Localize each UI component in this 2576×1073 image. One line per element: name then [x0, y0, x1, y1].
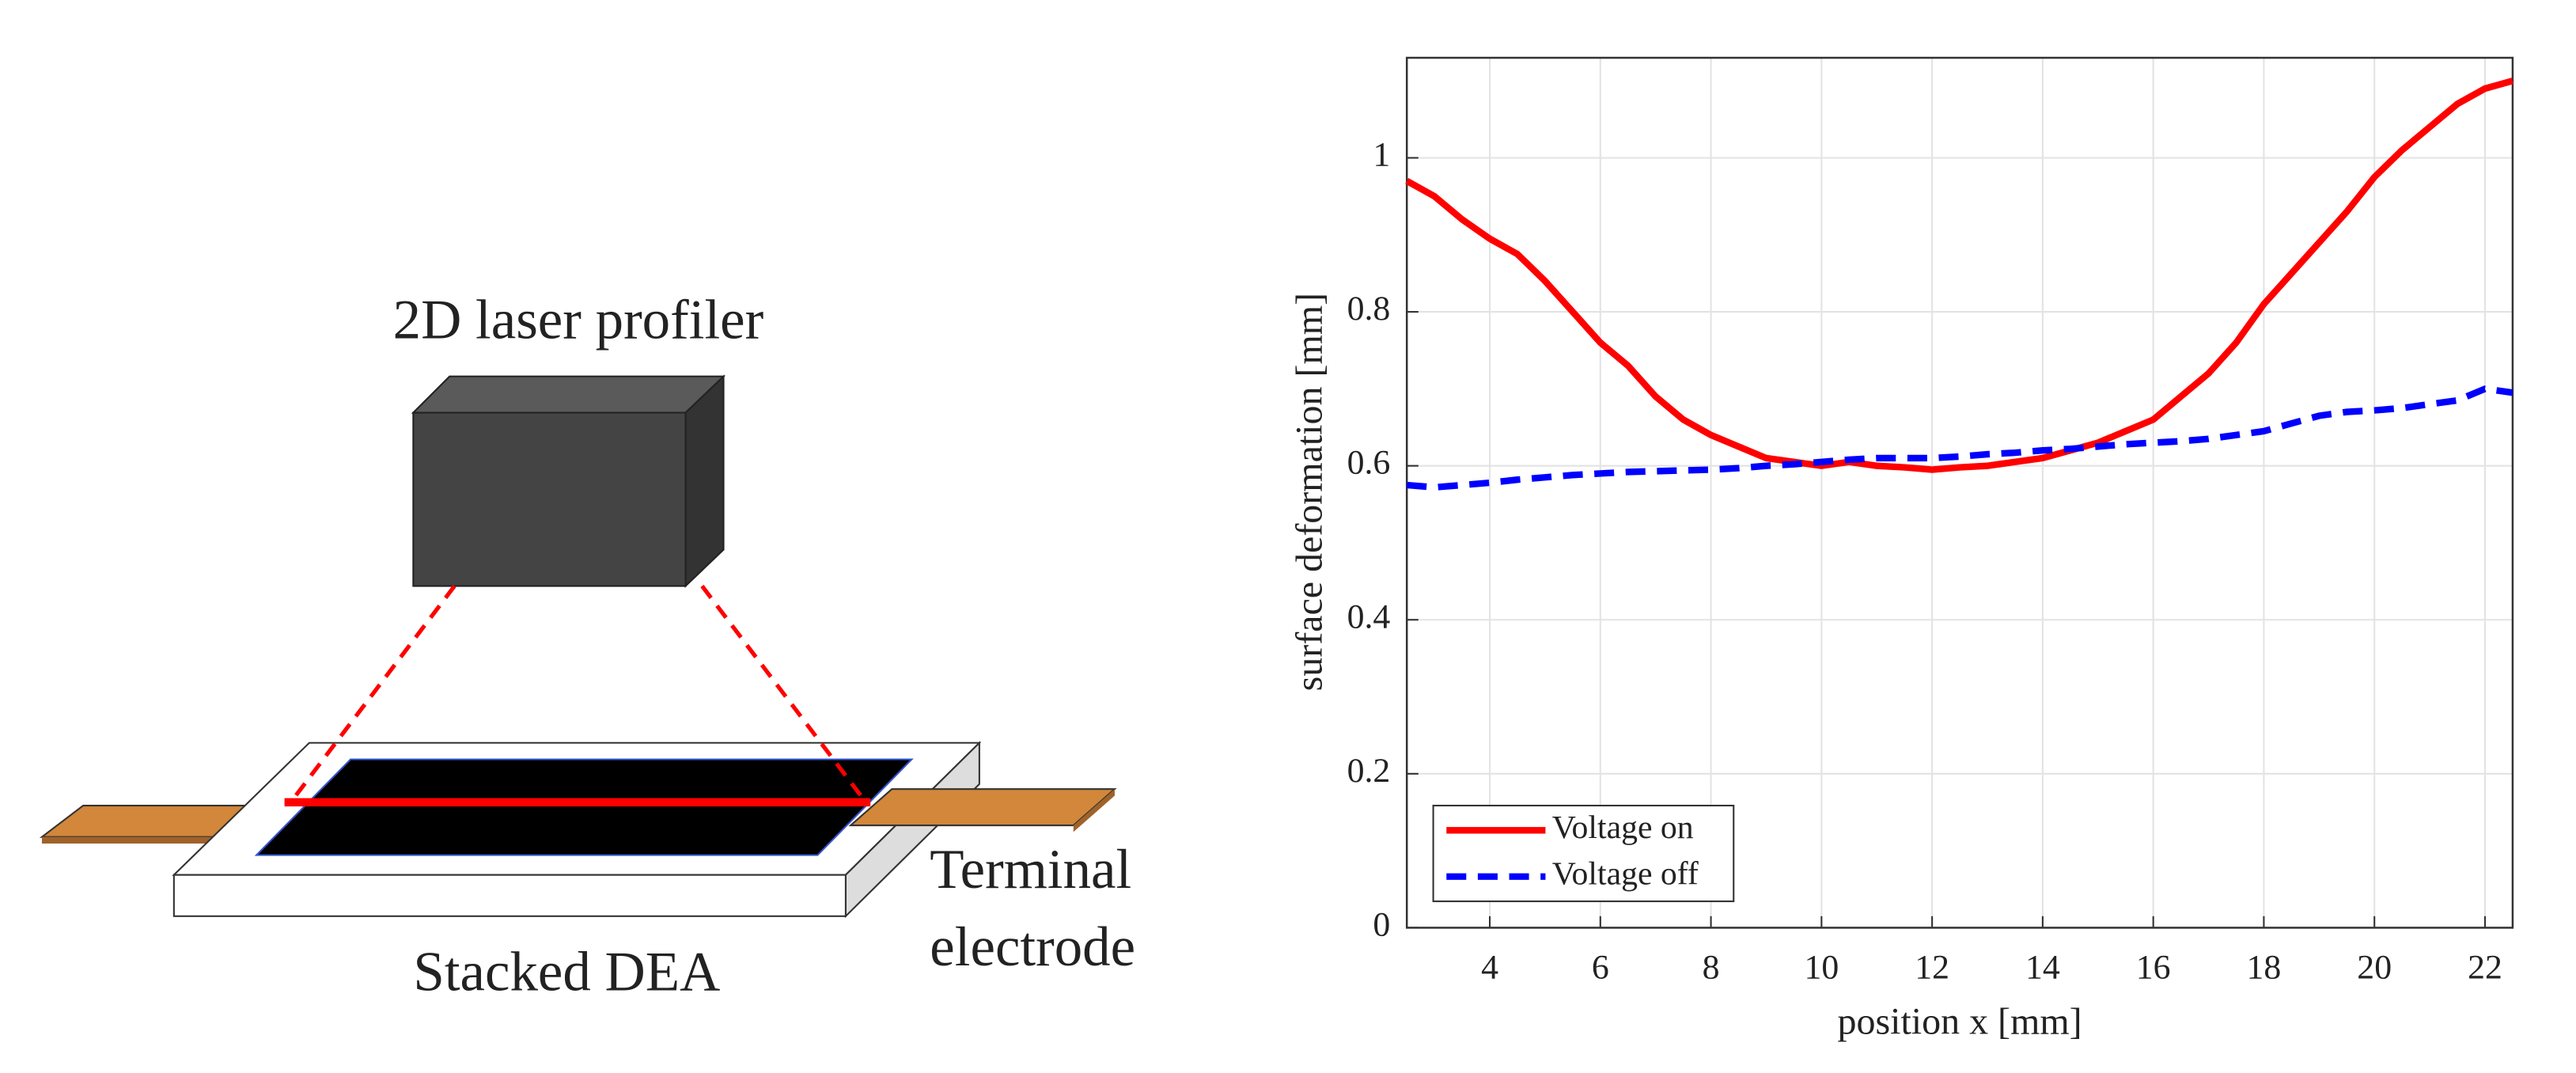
- x-axis-label: position x [mm]: [1837, 1001, 2082, 1043]
- electrode-right: [848, 788, 1117, 827]
- electrode-label: electrode: [930, 916, 1135, 978]
- dea-electrode: [254, 758, 914, 856]
- laser-beam: [700, 585, 869, 806]
- laser-beam: [287, 585, 456, 806]
- x-tick-label: 10: [1804, 949, 1839, 987]
- y-tick-label: 0.6: [1347, 444, 1391, 482]
- x-tick-label: 22: [2468, 949, 2502, 987]
- diagram: 2D laser profiler Stacked DEA Terminal e…: [39, 289, 1135, 1003]
- data-line: [1405, 78, 2514, 473]
- dea-front: [172, 874, 847, 917]
- x-tick-label: 14: [2025, 949, 2060, 987]
- electrode-right-edge: [1073, 789, 1115, 832]
- y-tick-label: 1: [1373, 136, 1390, 174]
- y-axis-label: surface deformation [mm]: [1288, 293, 1330, 691]
- x-tick-label: 20: [2357, 949, 2392, 987]
- legend-label: Voltage on: [1552, 809, 1694, 846]
- y-tick-label: 0.4: [1347, 597, 1391, 635]
- profiler-top: [411, 375, 726, 414]
- y-tick-label: 0: [1373, 905, 1390, 943]
- y-tick-label: 0.2: [1347, 752, 1391, 790]
- x-tick-label: 18: [2247, 949, 2282, 987]
- electrode-left-edge: [41, 836, 224, 844]
- plot-frame: [1405, 56, 2514, 929]
- profiler-label: 2D laser profiler: [393, 289, 764, 351]
- profiler-front: [412, 411, 687, 587]
- legend-label: Voltage off: [1552, 855, 1699, 892]
- x-tick-label: 4: [1481, 949, 1498, 987]
- x-tick-label: 6: [1592, 949, 1609, 987]
- x-tick-label: 8: [1703, 949, 1720, 987]
- electrode-label: Terminal: [930, 839, 1131, 900]
- x-tick-label: 16: [2136, 949, 2171, 987]
- profiler-side: [684, 374, 725, 589]
- y-tick-label: 0.8: [1347, 290, 1391, 328]
- x-tick-label: 12: [1915, 949, 1949, 987]
- data-line: [1406, 385, 2513, 491]
- legend-box: [1432, 805, 1735, 903]
- dea-label: Stacked DEA: [413, 941, 720, 1003]
- chart: position x [mm] surface deformation [mm]…: [1288, 56, 2514, 1043]
